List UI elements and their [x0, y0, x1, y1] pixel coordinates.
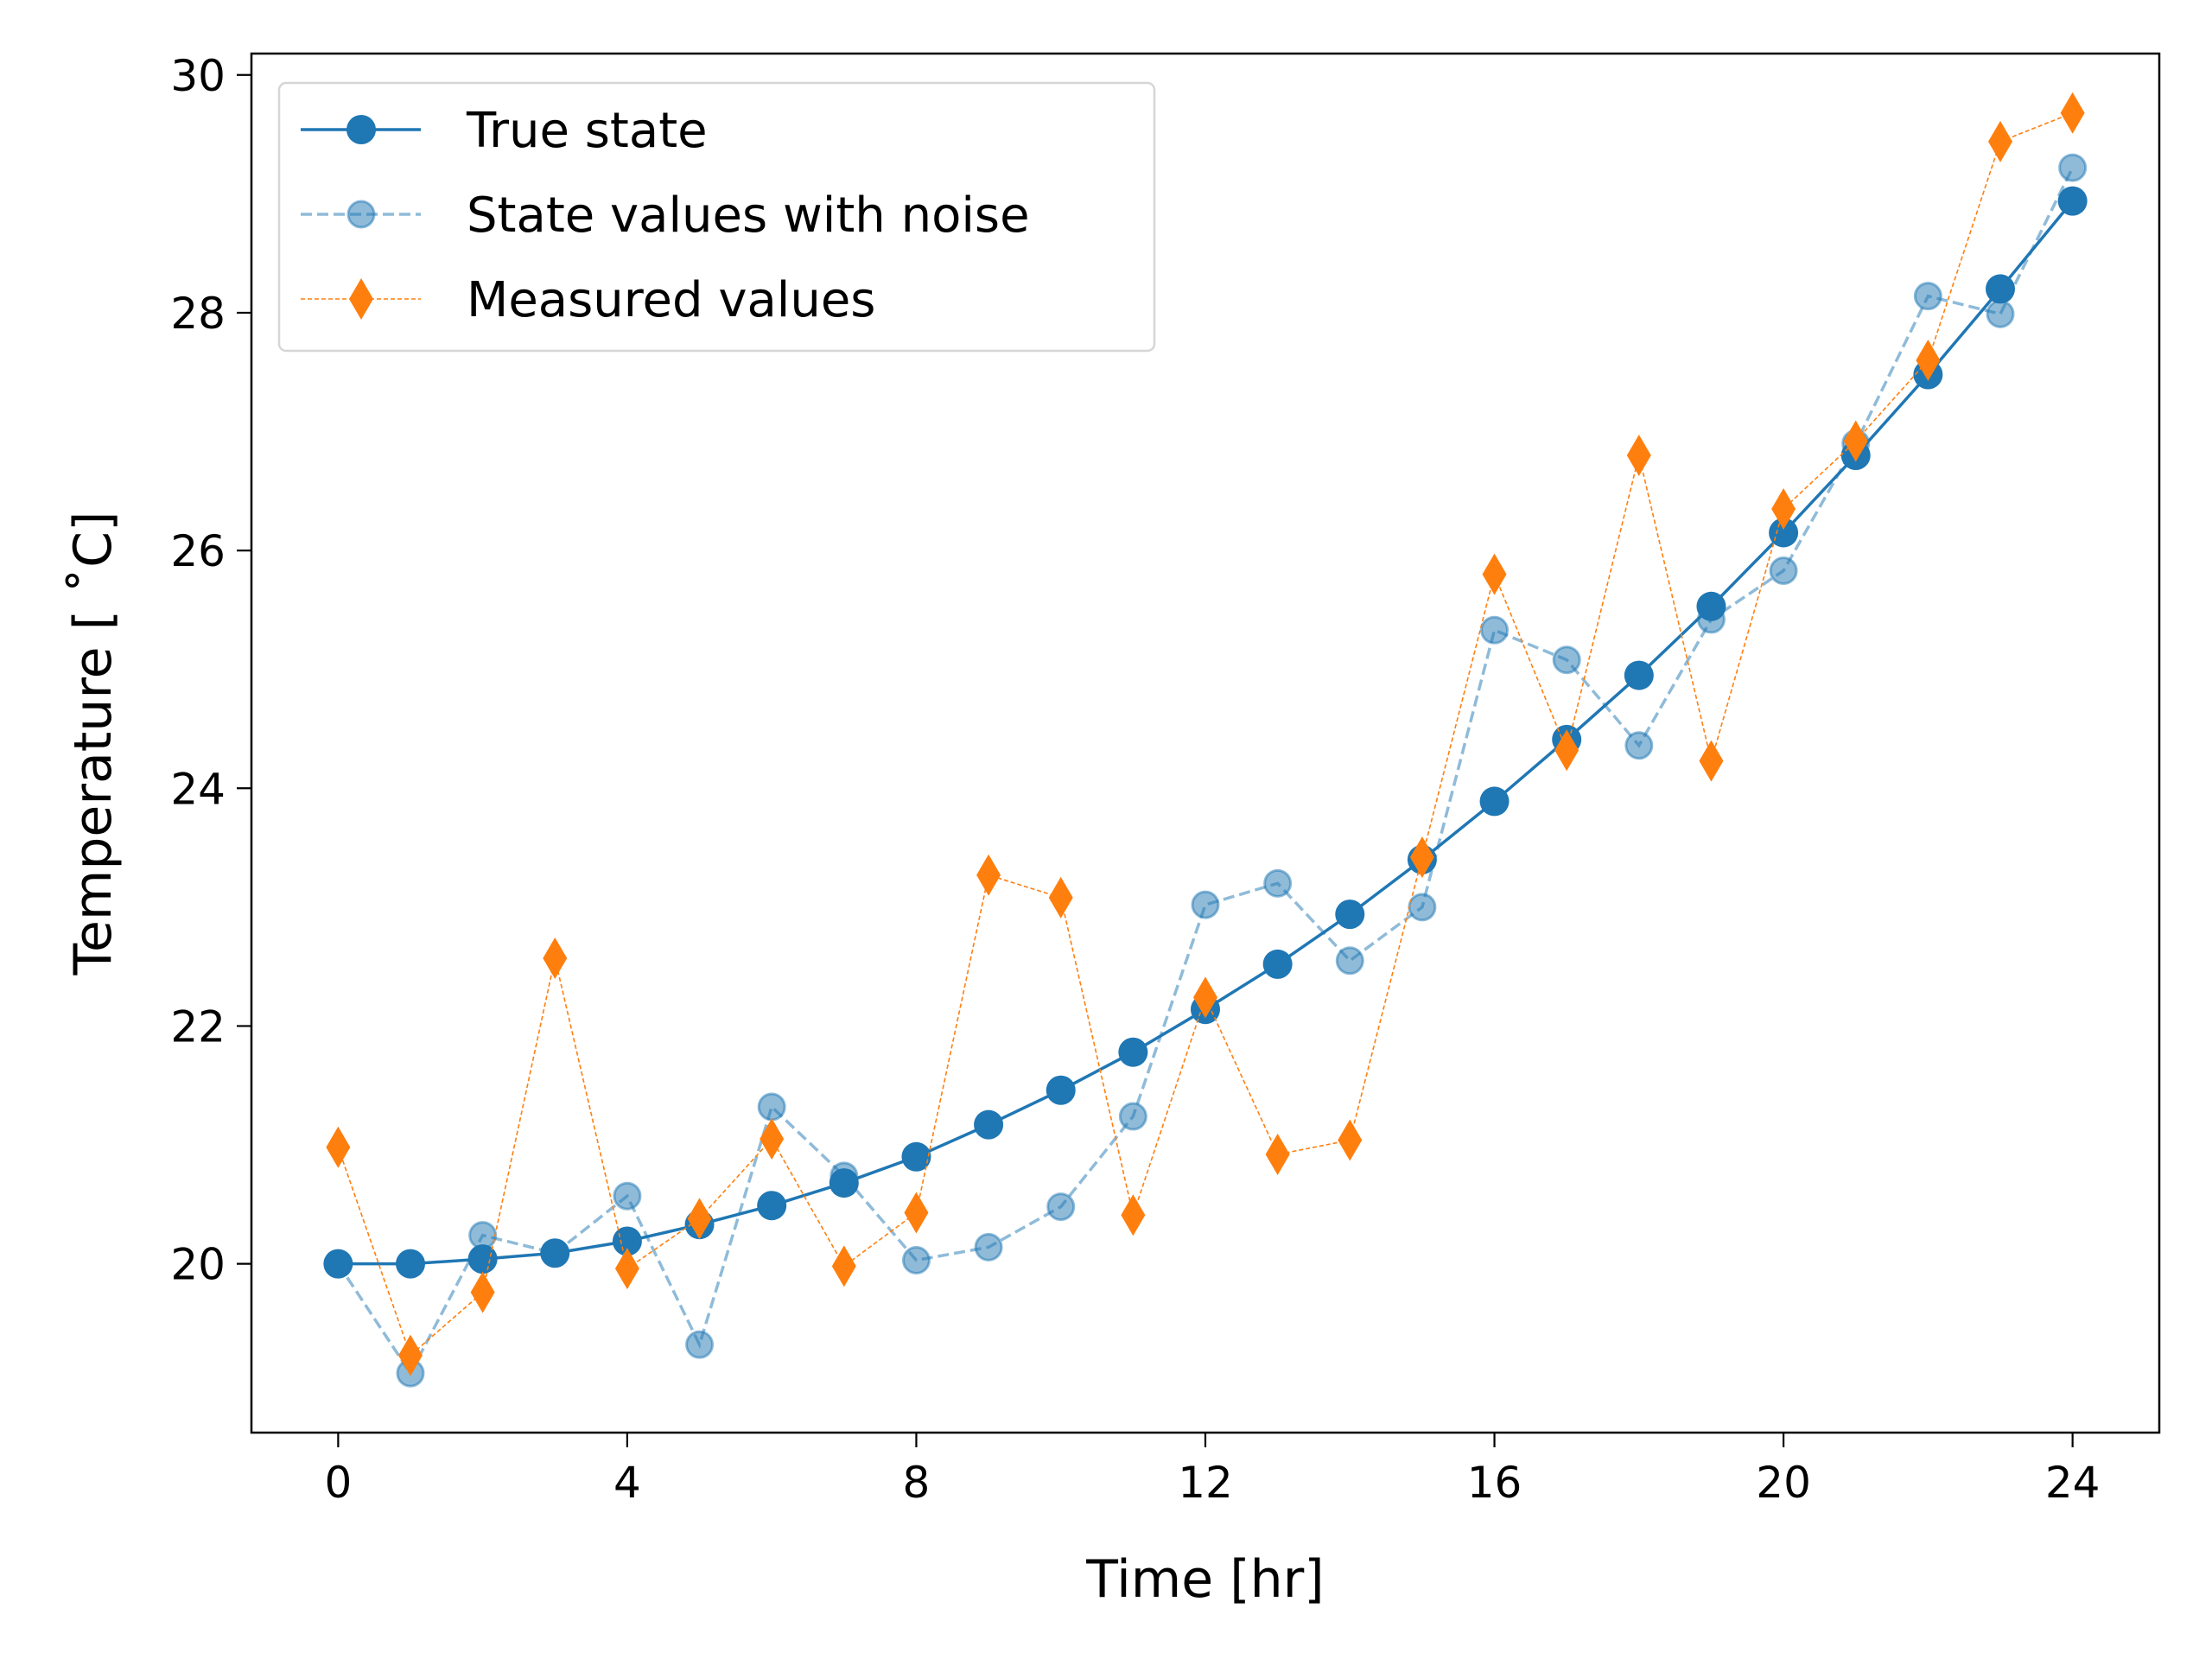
data-point: [1409, 836, 1434, 879]
legend-marker: [346, 115, 376, 144]
y-tick-label: 26: [170, 526, 226, 576]
data-point: [1121, 1194, 1146, 1236]
data-point: [614, 1248, 639, 1290]
data-point: [1696, 605, 1726, 634]
data-point: [1913, 282, 1942, 311]
data-point: [1193, 976, 1217, 1019]
data-point: [1771, 487, 1796, 530]
data-point: [2057, 186, 2088, 216]
legend: True state State values with noise Measure…: [277, 81, 1156, 353]
series-measured-values: [326, 92, 2085, 1376]
data-point: [1699, 740, 1724, 782]
legend-frame: [277, 81, 1156, 353]
data-point: [326, 1126, 351, 1168]
data-point: [830, 1161, 859, 1191]
data-point: [468, 1221, 498, 1250]
data-point: [2060, 92, 2085, 134]
x-tick-label: 8: [903, 1458, 931, 1508]
y-tick-label: 20: [170, 1240, 226, 1290]
data-point: [831, 1245, 856, 1287]
legend-entry: True state: [301, 103, 708, 159]
data-point: [470, 1271, 495, 1313]
y-tick-label: 30: [170, 51, 226, 101]
legend-entry: State values with noise: [301, 188, 1030, 244]
data-point: [1624, 731, 1654, 760]
series-state-values-with-noise: [323, 153, 2088, 1388]
data-point: [1262, 949, 1293, 979]
y-axis: 20 22 24 26 28 30: [170, 51, 251, 1290]
data-point: [398, 1334, 423, 1376]
data-point: [543, 938, 568, 980]
data-point: [1263, 868, 1293, 898]
data-point: [1480, 615, 1510, 645]
y-axis-label: Temperature [ ˚C]: [63, 512, 124, 976]
data-point: [1479, 786, 1510, 817]
x-tick-label: 16: [1467, 1458, 1522, 1508]
data-point: [1048, 876, 1073, 918]
y-tick-label: 28: [170, 289, 226, 339]
data-point: [1118, 1037, 1148, 1067]
data-point: [1769, 518, 1799, 548]
x-axis: 0 4 8 12 16 20 24: [324, 1433, 2100, 1508]
data-point: [1624, 660, 1654, 690]
data-point: [757, 1092, 786, 1122]
x-tick-label: 4: [613, 1458, 641, 1508]
data-point: [687, 1198, 712, 1240]
data-point: [974, 1232, 1003, 1262]
data-point: [1988, 120, 2012, 162]
data-point: [685, 1330, 715, 1359]
data-point: [1335, 899, 1365, 930]
data-point: [757, 1191, 787, 1221]
data-point: [396, 1249, 425, 1279]
data-point: [1986, 274, 2015, 304]
data-point: [974, 1109, 1004, 1140]
data-point: [1338, 1119, 1363, 1161]
data-point: [1046, 1192, 1076, 1222]
y-tick-label: 22: [170, 1001, 226, 1052]
data-point: [612, 1226, 642, 1256]
plot-area: [323, 92, 2088, 1388]
data-point: [760, 1118, 785, 1160]
x-tick-label: 12: [1178, 1458, 1233, 1508]
data-point: [904, 1192, 929, 1234]
data-point: [540, 1238, 569, 1268]
data-point: [1552, 645, 1581, 675]
data-point: [323, 1249, 353, 1279]
data-point: [1191, 890, 1220, 919]
data-point: [1046, 1075, 1076, 1105]
data-point: [1554, 729, 1580, 772]
x-tick-label: 24: [2045, 1458, 2101, 1508]
legend-marker: [346, 200, 376, 229]
x-axis-label: Time [hr]: [1085, 1549, 1324, 1610]
data-point: [1769, 556, 1798, 585]
legend-entry: Measured values: [301, 272, 875, 328]
y-tick-label: 24: [170, 764, 226, 814]
x-tick-label: 0: [324, 1458, 352, 1508]
legend-label: Measured values: [467, 272, 875, 328]
data-point: [901, 1141, 931, 1172]
data-point: [976, 854, 1001, 896]
data-point: [2058, 153, 2088, 182]
legend-label: True state: [466, 103, 708, 159]
legend-label: State values with noise: [467, 188, 1030, 244]
data-point: [1843, 420, 1868, 462]
data-point: [1335, 946, 1364, 976]
data-point: [901, 1246, 931, 1274]
legend-marker: [349, 278, 373, 320]
data-point: [1482, 553, 1507, 595]
x-tick-label: 20: [1756, 1458, 1811, 1508]
data-point: [1626, 435, 1651, 477]
data-point: [1916, 339, 1941, 381]
data-point: [1118, 1102, 1147, 1131]
data-point: [1408, 893, 1437, 922]
data-point: [613, 1181, 642, 1211]
data-point: [1265, 1134, 1290, 1176]
data-point: [1986, 299, 2015, 328]
